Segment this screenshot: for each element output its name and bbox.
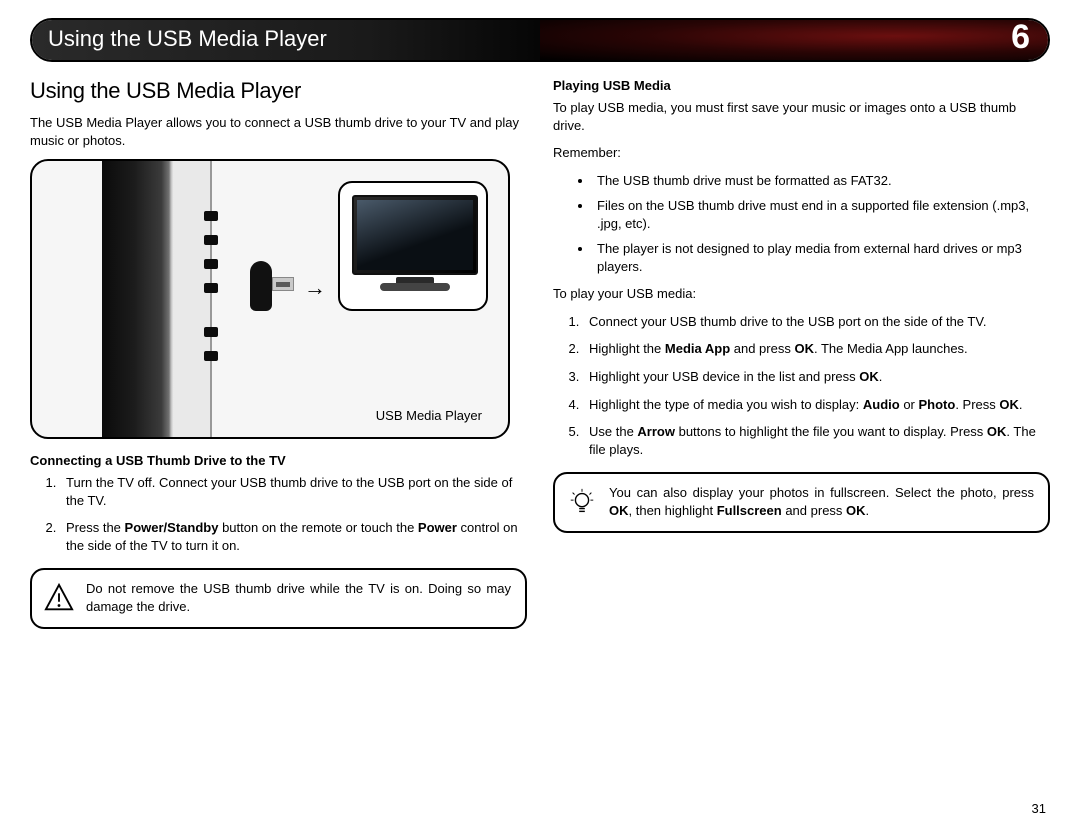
tv-port <box>204 259 218 269</box>
tv-port <box>204 327 218 337</box>
chapter-header: Using the USB Media Player 6 <box>30 18 1050 62</box>
tip-callout: You can also display your photos in full… <box>553 472 1050 532</box>
step-text: . <box>1019 397 1023 412</box>
lightbulb-icon <box>567 487 597 517</box>
arrow-right-icon: → <box>304 275 326 301</box>
figure-caption: USB Media Player <box>376 408 482 423</box>
step-text: Highlight the <box>589 341 665 356</box>
playing-intro: To play USB media, you must first save y… <box>553 99 1050 134</box>
connecting-steps: Turn the TV off. Connect your USB thumb … <box>30 474 527 554</box>
tip-bold: OK <box>609 503 629 518</box>
tv-port <box>204 283 218 293</box>
step-bold: Media App <box>665 341 730 356</box>
step-bold: OK <box>794 341 814 356</box>
usb-drive-icon <box>250 261 272 311</box>
step-item: Use the Arrow buttons to highlight the f… <box>583 423 1050 458</box>
step-item: Connect your USB thumb drive to the USB … <box>583 313 1050 331</box>
step-text: or <box>900 397 919 412</box>
list-item: The USB thumb drive must be formatted as… <box>593 172 1050 190</box>
step-bold: OK <box>999 397 1019 412</box>
step-bold: OK <box>859 369 879 384</box>
right-column: Playing USB Media To play USB media, you… <box>553 78 1050 629</box>
list-item: The player is not designed to play media… <box>593 240 1050 275</box>
list-item: Files on the USB thumb drive must end in… <box>593 197 1050 232</box>
step-text: Use the <box>589 424 637 439</box>
step-text: button on the remote or touch the <box>218 520 417 535</box>
warning-icon <box>44 583 74 613</box>
step-text: . Press <box>955 397 999 412</box>
tv-port <box>204 351 218 361</box>
tip-bold: Fullscreen <box>717 503 782 518</box>
figure-inset <box>338 181 488 311</box>
step-text: buttons to highlight the file you want t… <box>675 424 987 439</box>
intro-paragraph: The USB Media Player allows you to conne… <box>30 114 527 149</box>
tv-monitor-icon <box>352 195 478 275</box>
step-bold: Power/Standby <box>125 520 219 535</box>
section-heading: Using the USB Media Player <box>30 78 527 104</box>
step-item: Highlight your USB device in the list an… <box>583 368 1050 386</box>
step-text: Press the <box>66 520 125 535</box>
page-number: 31 <box>1032 801 1046 816</box>
left-column: Using the USB Media Player The USB Media… <box>30 78 527 629</box>
playing-steps: Connect your USB thumb drive to the USB … <box>553 313 1050 458</box>
tip-bold: OK <box>846 503 866 518</box>
tv-port <box>204 235 218 245</box>
warning-callout: Do not remove the USB thumb drive while … <box>30 568 527 628</box>
step-text: Turn the TV off. Connect your USB thumb … <box>66 475 512 508</box>
tip-text: You can also display your photos in full… <box>609 485 1034 500</box>
step-item: Highlight the type of media you wish to … <box>583 396 1050 414</box>
step-text: Highlight your USB device in the list an… <box>589 369 859 384</box>
usb-figure: → USB Media Player <box>30 159 510 439</box>
usb-plug-icon <box>272 277 294 291</box>
step-bold: Power <box>418 520 457 535</box>
tv-base <box>380 283 450 291</box>
play-label: To play your USB media: <box>553 285 1050 303</box>
step-item: Press the Power/Standby button on the re… <box>60 519 527 554</box>
tip-text: , then highlight <box>629 503 717 518</box>
playing-heading: Playing USB Media <box>553 78 1050 93</box>
tip-text: . <box>866 503 870 518</box>
step-item: Turn the TV off. Connect your USB thumb … <box>60 474 527 509</box>
chapter-title: Using the USB Media Player <box>48 26 327 52</box>
step-text: . <box>879 369 883 384</box>
step-bold: Photo <box>919 397 956 412</box>
tv-port <box>204 211 218 221</box>
connecting-heading: Connecting a USB Thumb Drive to the TV <box>30 453 527 468</box>
step-bold: Audio <box>863 397 900 412</box>
step-bold: Arrow <box>637 424 675 439</box>
remember-label: Remember: <box>553 144 1050 162</box>
warning-text: Do not remove the USB thumb drive while … <box>86 581 511 614</box>
step-text: . The Media App launches. <box>814 341 968 356</box>
tv-side-panel <box>102 159 212 439</box>
step-text: and press <box>730 341 794 356</box>
step-item: Highlight the Media App and press OK. Th… <box>583 340 1050 358</box>
step-text: Highlight the type of media you wish to … <box>589 397 863 412</box>
header-bg-right <box>540 20 1048 60</box>
step-bold: OK <box>987 424 1007 439</box>
chapter-number: 6 <box>1011 18 1030 57</box>
tip-text: and press <box>782 503 846 518</box>
remember-list: The USB thumb drive must be formatted as… <box>553 172 1050 276</box>
